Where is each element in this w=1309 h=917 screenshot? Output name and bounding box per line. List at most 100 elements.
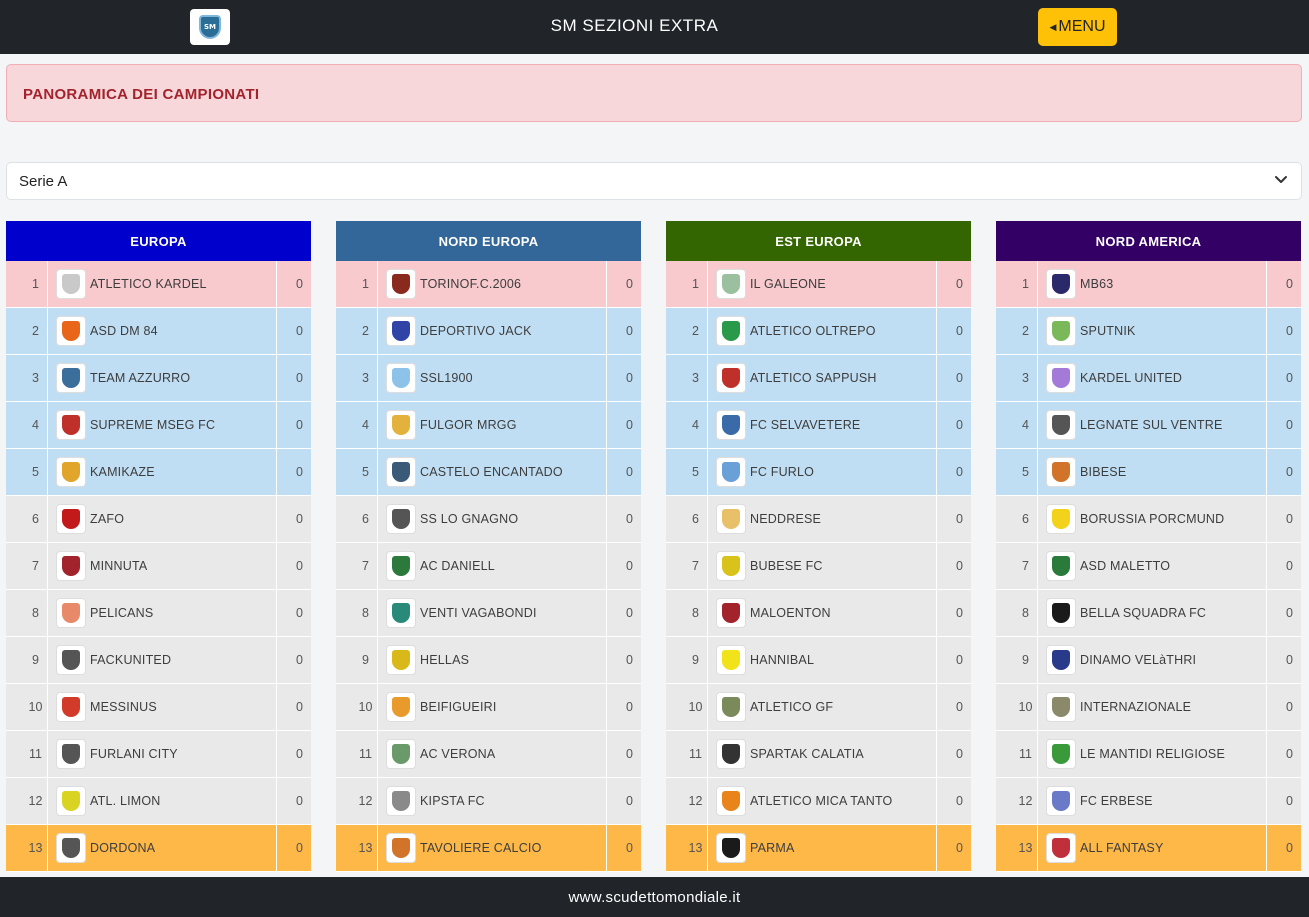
table-row[interactable]: 13 DORDONA 0 [6,825,311,872]
table-row[interactable]: 7 MINNUTA 0 [6,543,311,590]
table-row[interactable]: 7 AC DANIELL 0 [336,543,641,590]
table-row[interactable]: 8 MALOENTON 0 [666,590,971,637]
footer-url[interactable]: www.scudettomondiale.it [568,888,741,906]
team-name[interactable]: KARDEL UNITED [1080,371,1183,385]
table-row[interactable]: 9 FACKUNITED 0 [6,637,311,684]
table-row[interactable]: 12 ATLETICO MICA TANTO 0 [666,778,971,825]
table-row[interactable]: 7 BUBESE FC 0 [666,543,971,590]
table-row[interactable]: 3 KARDEL UNITED 0 [996,355,1301,402]
team-name[interactable]: BUBESE FC [750,559,823,573]
table-row[interactable]: 12 KIPSTA FC 0 [336,778,641,825]
table-row[interactable]: 9 HANNIBAL 0 [666,637,971,684]
table-row[interactable]: 2 ATLETICO OLTREPO 0 [666,308,971,355]
league-select[interactable]: Serie A [6,162,1302,200]
table-row[interactable]: 4 SUPREME MSEG FC 0 [6,402,311,449]
table-row[interactable]: 13 ALL FANTASY 0 [996,825,1301,872]
team-name[interactable]: LE MANTIDI RELIGIOSE [1080,747,1226,761]
team-name[interactable]: ATLETICO SAPPUSH [750,371,877,385]
table-row[interactable]: 11 SPARTAK CALATIA 0 [666,731,971,778]
table-row[interactable]: 13 TAVOLIERE CALCIO 0 [336,825,641,872]
table-row[interactable]: 6 BORUSSIA PORCMUND 0 [996,496,1301,543]
team-name[interactable]: HANNIBAL [750,653,815,667]
team-name[interactable]: ATLETICO MICA TANTO [750,794,893,808]
team-name[interactable]: AC DANIELL [420,559,495,573]
team-name[interactable]: FACKUNITED [90,653,172,667]
team-name[interactable]: LEGNATE SUL VENTRE [1080,418,1223,432]
team-name[interactable]: SPARTAK CALATIA [750,747,864,761]
table-row[interactable]: 1 MB63 0 [996,261,1301,308]
team-name[interactable]: PARMA [750,841,795,855]
table-row[interactable]: 8 BELLA SQUADRA FC 0 [996,590,1301,637]
team-name[interactable]: DORDONA [90,841,156,855]
team-name[interactable]: MESSINUS [90,700,157,714]
table-row[interactable]: 6 SS LO GNAGNO 0 [336,496,641,543]
team-name[interactable]: ASD MALETTO [1080,559,1171,573]
table-row[interactable]: 8 PELICANS 0 [6,590,311,637]
team-name[interactable]: ATLETICO GF [750,700,834,714]
team-name[interactable]: DEPORTIVO JACK [420,324,532,338]
table-row[interactable]: 2 SPUTNIK 0 [996,308,1301,355]
table-row[interactable]: 4 FC SELVAVETERE 0 [666,402,971,449]
team-name[interactable]: SUPREME MSEG FC [90,418,216,432]
table-row[interactable]: 4 FULGOR MRGG 0 [336,402,641,449]
table-row[interactable]: 6 NEDDRESE 0 [666,496,971,543]
team-name[interactable]: TEAM AZZURRO [90,371,191,385]
table-row[interactable]: 12 FC ERBESE 0 [996,778,1301,825]
team-name[interactable]: BIBESE [1080,465,1127,479]
team-name[interactable]: AC VERONA [420,747,496,761]
team-name[interactable]: FC SELVAVETERE [750,418,861,432]
table-row[interactable]: 2 ASD DM 84 0 [6,308,311,355]
table-row[interactable]: 10 BEIFIGUEIRI 0 [336,684,641,731]
table-row[interactable]: 11 LE MANTIDI RELIGIOSE 0 [996,731,1301,778]
table-row[interactable]: 13 PARMA 0 [666,825,971,872]
team-name[interactable]: KIPSTA FC [420,794,485,808]
team-name[interactable]: MB63 [1080,277,1114,291]
team-name[interactable]: ALL FANTASY [1080,841,1164,855]
team-name[interactable]: INTERNAZIONALE [1080,700,1192,714]
table-row[interactable]: 11 FURLANI CITY 0 [6,731,311,778]
table-row[interactable]: 9 DINAMO VELàTHRI 0 [996,637,1301,684]
table-row[interactable]: 3 SSL1900 0 [336,355,641,402]
team-name[interactable]: PELICANS [90,606,154,620]
team-name[interactable]: SPUTNIK [1080,324,1136,338]
table-row[interactable]: 3 ATLETICO SAPPUSH 0 [666,355,971,402]
table-row[interactable]: 1 ATLETICO KARDEL 0 [6,261,311,308]
table-row[interactable]: 1 IL GALEONE 0 [666,261,971,308]
table-row[interactable]: 10 ATLETICO GF 0 [666,684,971,731]
team-name[interactable]: TAVOLIERE CALCIO [420,841,542,855]
team-name[interactable]: ATLETICO OLTREPO [750,324,876,338]
team-name[interactable]: CASTELO ENCANTADO [420,465,563,479]
table-row[interactable]: 7 ASD MALETTO 0 [996,543,1301,590]
table-row[interactable]: 10 MESSINUS 0 [6,684,311,731]
table-row[interactable]: 9 HELLAS 0 [336,637,641,684]
team-name[interactable]: BEIFIGUEIRI [420,700,497,714]
table-row[interactable]: 3 TEAM AZZURRO 0 [6,355,311,402]
team-name[interactable]: FURLANI CITY [90,747,178,761]
table-row[interactable]: 5 BIBESE 0 [996,449,1301,496]
table-row[interactable]: 5 CASTELO ENCANTADO 0 [336,449,641,496]
table-row[interactable]: 10 INTERNAZIONALE 0 [996,684,1301,731]
team-name[interactable]: ATL. LIMON [90,794,161,808]
menu-button[interactable]: ◀ MENU [1038,8,1117,46]
team-name[interactable]: VENTI VAGABONDI [420,606,537,620]
team-name[interactable]: ZAFO [90,512,125,526]
table-row[interactable]: 12 ATL. LIMON 0 [6,778,311,825]
table-row[interactable]: 5 FC FURLO 0 [666,449,971,496]
team-name[interactable]: FC FURLO [750,465,815,479]
team-name[interactable]: IL GALEONE [750,277,826,291]
team-name[interactable]: TORINOF.C.2006 [420,277,522,291]
site-logo[interactable]: SM [190,9,230,45]
team-name[interactable]: FC ERBESE [1080,794,1153,808]
team-name[interactable]: ATLETICO KARDEL [90,277,207,291]
team-name[interactable]: HELLAS [420,653,470,667]
table-row[interactable]: 6 ZAFO 0 [6,496,311,543]
team-name[interactable]: BORUSSIA PORCMUND [1080,512,1225,526]
table-row[interactable]: 8 VENTI VAGABONDI 0 [336,590,641,637]
table-row[interactable]: 11 AC VERONA 0 [336,731,641,778]
team-name[interactable]: MINNUTA [90,559,148,573]
team-name[interactable]: DINAMO VELàTHRI [1080,653,1197,667]
team-name[interactable]: NEDDRESE [750,512,822,526]
team-name[interactable]: FULGOR MRGG [420,418,517,432]
table-row[interactable]: 4 LEGNATE SUL VENTRE 0 [996,402,1301,449]
table-row[interactable]: 5 KAMIKAZE 0 [6,449,311,496]
